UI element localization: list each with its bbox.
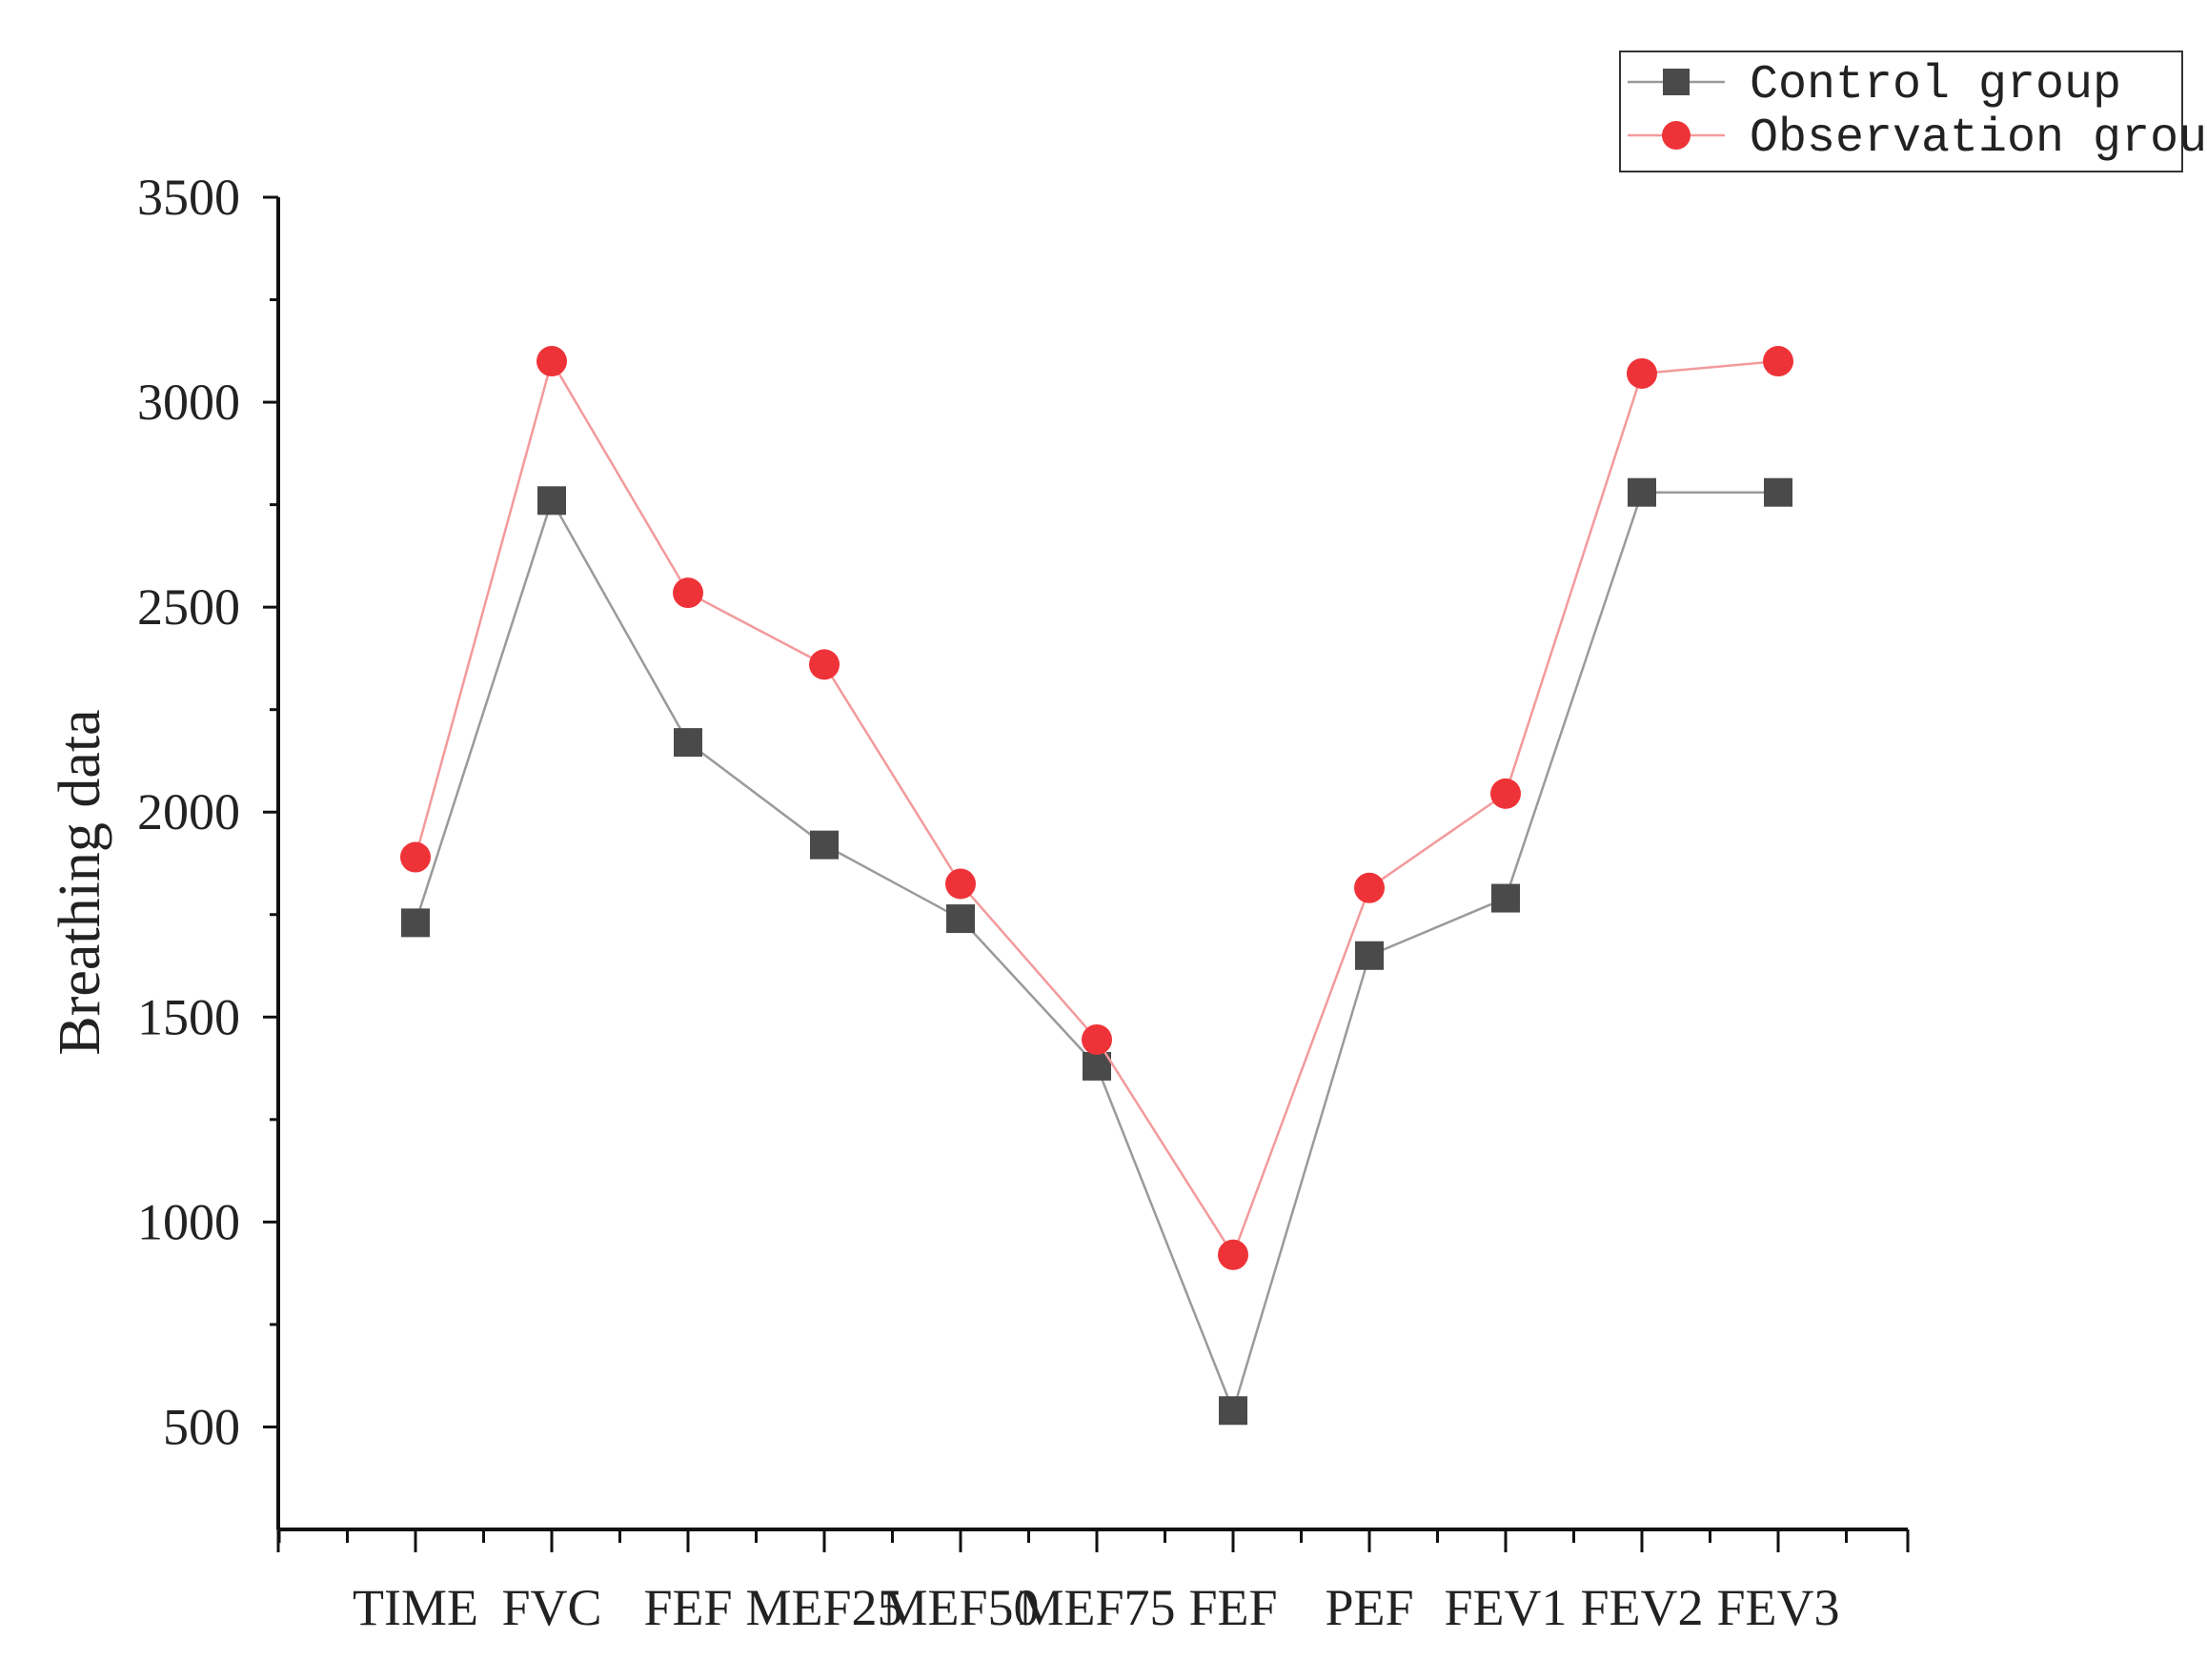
y-tick-label: 3500 (137, 169, 240, 226)
series-line (414, 491, 1778, 1415)
data-point-circle (809, 649, 840, 680)
data-point-circle (673, 577, 703, 609)
data-point-square (401, 908, 430, 938)
legend-square-marker (1663, 69, 1690, 95)
x-tick-label: MEF75 (1018, 1579, 1175, 1636)
data-point-square (537, 486, 566, 516)
data-point-square (810, 830, 839, 860)
legend-box (1619, 51, 2183, 172)
data-point-circle (1490, 778, 1521, 809)
y-tick-label: 1000 (137, 1193, 240, 1250)
y-tick-label: 1500 (137, 988, 240, 1045)
x-tick-label: PEF (1325, 1579, 1413, 1636)
legend-label: Observation group (1750, 111, 2207, 166)
data-point-circle (400, 841, 431, 873)
data-point-square (674, 728, 702, 758)
legend-label: Control group (1750, 58, 2121, 112)
x-tick-label: MEF50 (881, 1579, 1039, 1636)
data-point-circle (945, 868, 976, 900)
legend-circle-marker (1662, 121, 1691, 150)
data-point-circle (537, 346, 567, 377)
data-point-square (1764, 477, 1792, 507)
x-tick-label: FEV3 (1716, 1579, 1839, 1636)
series-1 (400, 346, 1793, 1270)
x-tick-label: FEV1 (1444, 1579, 1567, 1636)
y-axis-title: Breathing data (48, 709, 112, 1055)
x-tick-label: FEV2 (1580, 1579, 1703, 1636)
series-0 (401, 477, 1792, 1426)
x-tick-label: FVC (501, 1579, 601, 1636)
y-tick-label: 2000 (137, 783, 240, 840)
x-tick-label: FEF (643, 1579, 732, 1636)
series-layer (400, 346, 1793, 1426)
series-line (414, 357, 1779, 1258)
data-point-circle (1354, 872, 1385, 903)
data-point-square (946, 904, 975, 934)
data-point-circle (1218, 1239, 1248, 1270)
data-point-square (1491, 883, 1520, 913)
x-tick-label: MEF25 (745, 1579, 902, 1636)
x-tick-label: FEF (1188, 1579, 1277, 1636)
data-point-square (1628, 477, 1656, 507)
data-point-square (1355, 941, 1384, 970)
y-tick-label: 500 (163, 1398, 240, 1455)
y-tick-label: 3000 (137, 374, 240, 431)
data-point-square (1219, 1396, 1247, 1426)
y-tick-label: 2500 (137, 578, 240, 636)
data-point-circle (1763, 346, 1793, 377)
data-point-circle (1082, 1023, 1112, 1055)
x-tick-label: TIME (353, 1579, 478, 1636)
data-point-circle (1627, 357, 1657, 389)
